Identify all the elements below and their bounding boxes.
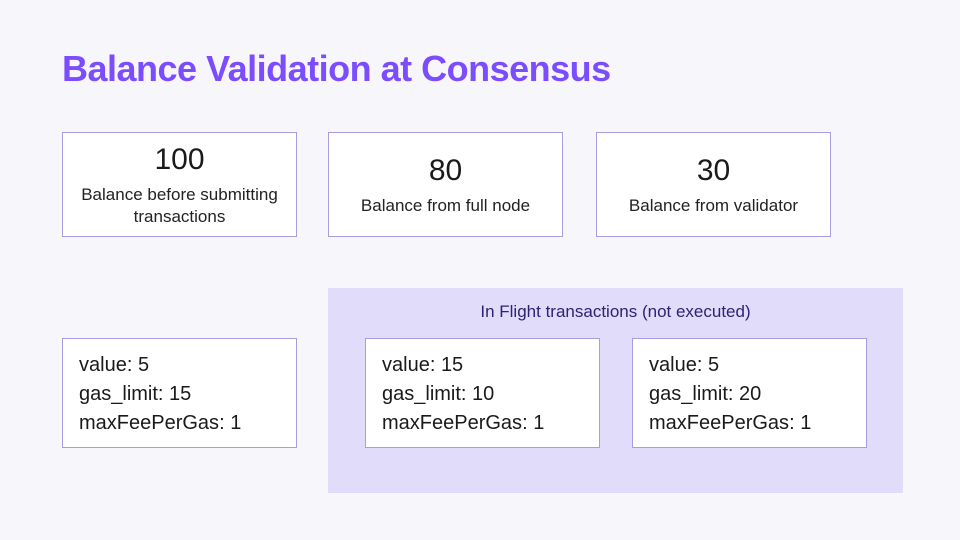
tx-row-gaslimit: gas_limit: 10 xyxy=(382,380,583,409)
tx-card: value: 15 gas_limit: 10 maxFeePerGas: 1 xyxy=(365,338,600,448)
page-title: Balance Validation at Consensus xyxy=(62,48,611,90)
balance-card-validator: 30 Balance from validator xyxy=(596,132,831,237)
balance-label: Balance before submitting transactions xyxy=(71,184,288,227)
tx-row-gaslimit: gas_limit: 20 xyxy=(649,380,850,409)
tx-row-value: value: 5 xyxy=(649,351,850,380)
balance-value: 100 xyxy=(154,142,204,178)
tx-row-maxfee: maxFeePerGas: 1 xyxy=(649,409,850,438)
tx-card: value: 5 gas_limit: 20 maxFeePerGas: 1 xyxy=(632,338,867,448)
tx-row-value: value: 15 xyxy=(382,351,583,380)
balance-label: Balance from validator xyxy=(629,195,798,216)
tx-row-value: value: 5 xyxy=(79,351,280,380)
balance-value: 30 xyxy=(697,153,730,189)
balance-card-before: 100 Balance before submitting transactio… xyxy=(62,132,297,237)
tx-row-gaslimit: gas_limit: 15 xyxy=(79,380,280,409)
balance-card-fullnode: 80 Balance from full node xyxy=(328,132,563,237)
balance-label: Balance from full node xyxy=(361,195,530,216)
tx-row-maxfee: maxFeePerGas: 1 xyxy=(382,409,583,438)
tx-row-maxfee: maxFeePerGas: 1 xyxy=(79,409,280,438)
inflight-panel-title: In Flight transactions (not executed) xyxy=(328,302,903,322)
balance-value: 80 xyxy=(429,153,462,189)
tx-card: value: 5 gas_limit: 15 maxFeePerGas: 1 xyxy=(62,338,297,448)
